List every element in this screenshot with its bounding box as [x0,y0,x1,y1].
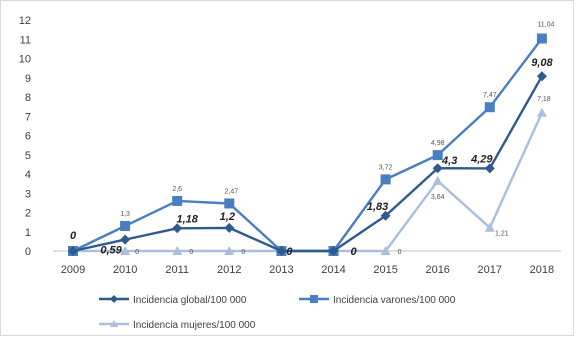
y-tick-label: 7 [25,111,31,123]
data-label: 3,72 [379,164,393,171]
data-point-triangle [224,246,235,255]
data-label: 1,83 [367,201,388,213]
data-label: 0 [241,249,245,256]
y-tick-label: 8 [25,92,31,104]
legend-label: Incidencia global/100 000 [133,295,247,306]
y-tick-label: 1 [25,227,31,239]
y-tick-label: 0 [25,246,31,258]
data-point-triangle [536,107,547,117]
y-tick-label: 6 [25,131,31,143]
data-point-triangle [120,246,131,255]
data-point-diamond [276,246,287,256]
data-label: 0 [70,230,77,242]
data-point-square [172,195,183,206]
data-point-triangle [172,246,183,255]
data-label: 0 [286,246,293,258]
data-point-diamond [172,223,183,234]
y-tick-label: 9 [25,73,31,85]
data-label: 4,3 [441,155,457,167]
data-label: 0 [135,249,139,256]
data-label: 1,3 [120,211,130,218]
data-point-square [432,150,443,161]
data-label: 3,64 [431,194,445,201]
data-point-diamond [328,246,339,256]
data-point-diamond [484,163,495,174]
data-label: 0,59 [100,245,122,257]
data-label: 9,08 [531,57,553,69]
legend-label: Incidencia varones/100 000 [333,295,456,306]
legend-diamond-marker [110,295,118,303]
data-label: 1,18 [176,213,198,225]
data-label: 1,2 [220,211,235,223]
data-point-diamond [120,234,131,245]
data-point-diamond [68,246,78,256]
legend-triangle-marker [110,320,118,327]
y-tick-label: 12 [19,15,31,27]
series-line [73,112,543,253]
data-label: 2,6 [172,186,182,193]
data-label: 0 [189,249,193,256]
data-label: 11,04 [537,21,554,28]
x-tick-label: 2009 [61,264,85,276]
x-tick-label: 2016 [425,264,449,276]
y-tick-label: 2 [25,208,31,220]
y-tick-label: 3 [25,188,31,200]
data-label: 1,21 [495,231,509,238]
series-line [72,37,543,253]
data-label: 0 [398,249,402,256]
x-tick-label: 2010 [113,264,137,276]
x-tick-label: 2012 [217,264,241,276]
data-label: 7,47 [483,92,497,99]
x-tick-label: 2015 [373,264,397,276]
x-tick-label: 2011 [165,264,189,276]
data-point-diamond [380,210,391,221]
x-tick-label: 2018 [530,264,554,276]
y-tick-label: 5 [25,150,31,162]
data-point-triangle [380,246,391,255]
x-tick-label: 2013 [269,264,293,276]
data-label: 0 [350,246,357,258]
data-point-square [224,198,235,209]
legend-square-marker [310,295,318,303]
series-layer [68,33,547,256]
data-point-diamond [224,222,235,233]
data-point-triangle [484,222,495,232]
data-point-diamond [536,71,547,82]
legend-label: Incidencia mujeres/100 000 [133,320,256,331]
data-point-triangle [432,175,443,185]
data-point-square [380,174,391,185]
data-point-square [120,220,131,231]
y-tick-label: 11 [20,34,31,46]
data-point-diamond [432,163,443,174]
x-tick-label: 2014 [321,264,345,276]
y-tick-label: 10 [19,54,31,66]
data-label: 7,18 [537,96,551,103]
data-labels: 0 0,59 1,18 1,2 0 0 1,83 4,3 4,29 9,08 1,3 2,6 2,47 3… [70,21,555,258]
y-tick-label: 4 [25,169,31,181]
series-line [72,75,543,253]
x-tick-label: 2017 [478,264,502,276]
data-label: 4,98 [431,140,445,147]
data-point-square [484,102,495,113]
legend: Incidencia global/100 000 Incidencia varo… [99,295,456,331]
data-point-square [536,33,547,44]
data-label: 2,47 [224,188,238,195]
data-label: 4,29 [470,153,493,165]
